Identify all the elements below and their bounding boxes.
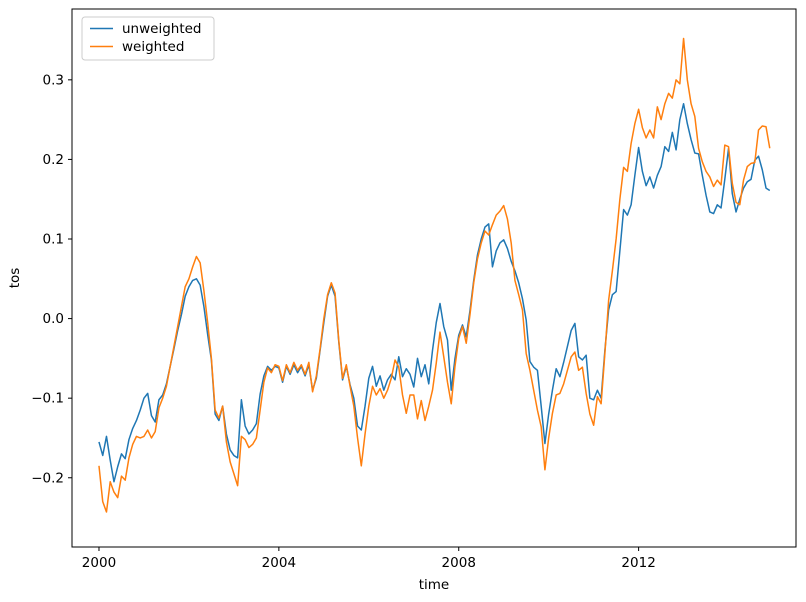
y-tick-label: 0.3 (43, 72, 64, 88)
legend-label-unweighted: unweighted (122, 21, 202, 37)
x-tick-label: 2000 (82, 555, 116, 571)
y-tick-label: −0.1 (31, 391, 64, 407)
y-tick-label: 0.1 (43, 232, 64, 248)
x-axis-ticks: 2000 2004 2008 2012 (82, 547, 656, 571)
axes-frame (71, 8, 797, 548)
x-tick-label: 2004 (262, 555, 296, 571)
legend: unweighted weighted (81, 16, 215, 61)
y-axis-ticks: −0.2 −0.1 0.0 0.1 0.2 0.3 (31, 72, 72, 486)
x-axis-label: time (419, 577, 450, 593)
legend-label-weighted: weighted (122, 39, 184, 55)
y-tick-label: 0.2 (43, 152, 64, 168)
series-line-weighted (98, 37, 771, 513)
x-tick-label: 2012 (621, 555, 655, 571)
series-lines (98, 37, 771, 513)
y-tick-label: 0.0 (43, 311, 64, 327)
series-line-unweighted (98, 102, 771, 483)
y-tick-label: −0.2 (31, 470, 64, 486)
y-axis-label: tos (7, 268, 23, 289)
x-tick-label: 2008 (442, 555, 476, 571)
legend-box (81, 16, 215, 61)
